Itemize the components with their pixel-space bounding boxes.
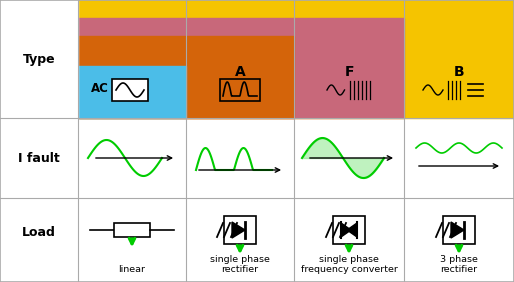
Bar [333,216,365,244]
Text: B: B [454,65,464,79]
Bar [78,66,186,118]
Bar [220,79,260,101]
Text: linear: linear [119,265,145,274]
Polygon shape [341,223,351,237]
Text: I fault: I fault [18,151,60,164]
Bar [78,18,404,118]
Bar [324,79,374,101]
Bar [78,0,514,118]
Bar [443,216,475,244]
Text: A: A [234,65,245,79]
Bar [421,79,445,101]
Bar [78,36,294,118]
Polygon shape [232,222,245,238]
Text: F: F [344,65,354,79]
Bar [0,118,514,282]
Text: single phase
rectifier: single phase rectifier [210,255,270,274]
Polygon shape [347,223,357,237]
Bar [112,79,148,101]
Polygon shape [451,222,464,238]
Text: AC: AC [91,81,109,94]
Text: 3 phase
rectifier: 3 phase rectifier [440,255,478,274]
Bar [465,79,487,101]
Text: single phase
frequency converter: single phase frequency converter [301,255,397,274]
Bar [114,223,150,237]
Bar [445,79,465,101]
Bar [224,216,256,244]
Text: Type: Type [23,52,56,65]
Bar [0,0,78,282]
Text: Load: Load [22,226,56,239]
